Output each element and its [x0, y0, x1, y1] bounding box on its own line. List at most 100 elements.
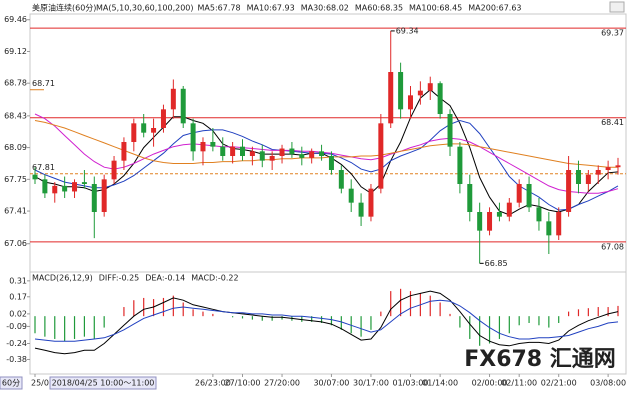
candle-body [536, 207, 542, 222]
candle-body [457, 146, 463, 184]
candle-body [299, 154, 305, 158]
cursor-label: 2018/04/25 10:00～11:00 [52, 379, 155, 388]
y-tick-label: 68.09 [4, 143, 27, 152]
candle-body [230, 146, 236, 156]
interval-label: 60分 [2, 379, 20, 388]
indicator-label: MA60:68.35 [355, 4, 403, 13]
y-tick-label: -0.24 [6, 339, 27, 348]
candle-body [615, 165, 621, 168]
candle-body [62, 185, 68, 192]
indicator-line [34, 113, 619, 194]
candle-body [328, 156, 334, 170]
y-tick-label: 67.06 [4, 239, 27, 248]
candle-body [585, 174, 591, 184]
candle-body [210, 142, 216, 147]
indicator-label: MACD:-0.22 [191, 274, 238, 283]
y-tick-label: -0.38 [6, 355, 27, 364]
chart-title: 美原油连续(60分) [32, 3, 96, 13]
y-tick-label: 0.02 [9, 309, 27, 318]
y-tick-label: 67.41 [4, 207, 27, 216]
candle-body [52, 185, 58, 194]
indicator-line [34, 299, 619, 342]
x-tick-label: 02/21:00 [541, 379, 577, 388]
candle-body [358, 202, 364, 217]
low-label: 66.85 [485, 259, 508, 268]
indicator-label: MA30:68.02 [301, 4, 349, 13]
candle-body [417, 90, 423, 96]
indicator-line [34, 89, 619, 216]
candle-body [437, 83, 443, 114]
y-tick-label: 68.43 [4, 111, 27, 120]
indicator-label: MA5:67.78 [198, 4, 241, 13]
macd-pane [29, 271, 627, 375]
y-tick-label: 69.46 [4, 15, 27, 24]
y-tick-label: 67.75 [4, 175, 27, 184]
y-tick-label: 68.78 [4, 79, 27, 88]
candle-body [575, 170, 581, 184]
cursor-box [49, 376, 157, 390]
indicator-label: MA200:67.63 [468, 4, 521, 13]
x-tick-label: 27/10:00 [225, 379, 261, 388]
candle-body [151, 128, 157, 133]
candle-body [131, 123, 137, 142]
x-tick-label: 02/11:00 [501, 379, 537, 388]
x-tick-label: 02/00:00 [472, 379, 508, 388]
interval-box [0, 376, 23, 390]
x-tick-label: 30/17:00 [353, 379, 389, 388]
candle-body [289, 148, 295, 155]
candle-body [566, 170, 572, 212]
level-label: 67.81 [32, 163, 55, 172]
candle-body [447, 114, 453, 147]
y-tick-label: -0.09 [6, 322, 27, 331]
candle-body [81, 182, 87, 184]
candle-body [496, 212, 502, 217]
candle-body [546, 221, 552, 236]
x-tick-label: 30/07:00 [313, 379, 349, 388]
candle-body [91, 184, 97, 212]
candle-body [526, 184, 532, 208]
level-label: 68.41 [601, 118, 624, 127]
candle-body [487, 212, 493, 231]
indicator-line [34, 290, 619, 355]
x-tick-label: 25/05 [31, 379, 54, 388]
y-tick-label: 0.17 [9, 292, 27, 301]
candle-body [348, 188, 354, 203]
indicator-label: MA100:68.45 [409, 4, 462, 13]
candle-body [595, 170, 601, 175]
indicator-line [34, 120, 618, 168]
y-tick-label: 0.31 [9, 276, 27, 285]
candle-body [269, 156, 275, 161]
candle-body [259, 151, 265, 161]
candle-body [467, 184, 473, 212]
candle-body [388, 72, 394, 124]
candle-body [160, 109, 166, 128]
indicator-label: DIFF:-0.25 [99, 274, 140, 283]
candle-body [319, 151, 325, 156]
candle-body [556, 212, 562, 236]
candle-body [427, 83, 433, 91]
candle-body [407, 95, 413, 110]
candle-body [249, 151, 255, 156]
level-label: 68.71 [32, 79, 55, 88]
indicator-name: MA(5,10,30,60,100,200) [96, 4, 194, 13]
candle-body [141, 123, 147, 133]
candle-body [506, 202, 512, 217]
level-label: 69.37 [601, 29, 624, 38]
candle-body [338, 170, 344, 189]
indicator-label: DEA:-0.14 [145, 274, 185, 283]
indicator-label: MA10:67.93 [247, 4, 295, 13]
candle-body [398, 72, 404, 110]
level-label: 67.08 [601, 242, 624, 251]
candle-body [477, 212, 483, 231]
settings-icon[interactable] [609, 1, 625, 13]
candle-body [309, 151, 315, 158]
x-tick-label: 01/03:00 [393, 379, 429, 388]
x-tick-label: 26/23:00 [195, 379, 231, 388]
candle-body [279, 148, 285, 156]
chart-title: MACD(26,12,9) [32, 274, 93, 283]
candle-body [240, 146, 246, 156]
candle-body [200, 142, 206, 152]
candle-body [605, 167, 611, 170]
candle-body [190, 123, 196, 152]
candle-body [368, 188, 374, 217]
